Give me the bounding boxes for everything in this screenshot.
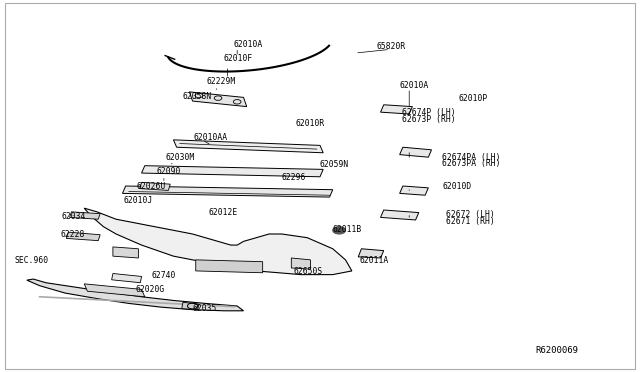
Text: 62229M: 62229M [207, 77, 236, 86]
Text: 62035: 62035 [193, 304, 217, 313]
Polygon shape [113, 247, 138, 258]
Polygon shape [196, 260, 262, 273]
Text: 62010F: 62010F [223, 54, 252, 64]
Text: 65820R: 65820R [376, 42, 405, 51]
Text: 62058N: 62058N [183, 92, 212, 101]
Text: 62034: 62034 [62, 212, 86, 221]
Polygon shape [122, 186, 333, 197]
Polygon shape [67, 232, 100, 241]
Text: 62010A: 62010A [234, 41, 263, 49]
Text: 62010D: 62010D [442, 182, 472, 191]
Text: 62026U: 62026U [136, 182, 166, 191]
Text: 62030M: 62030M [166, 153, 195, 162]
Polygon shape [381, 105, 412, 114]
Polygon shape [111, 273, 141, 283]
Text: 62671 (RH): 62671 (RH) [446, 217, 495, 226]
Polygon shape [140, 182, 170, 190]
Polygon shape [399, 147, 431, 157]
Text: 62011B: 62011B [333, 225, 362, 234]
Text: 62010P: 62010P [459, 94, 488, 103]
Text: 62672 (LH): 62672 (LH) [446, 210, 495, 219]
Polygon shape [399, 186, 428, 195]
Polygon shape [84, 208, 352, 275]
Text: 62228: 62228 [60, 230, 84, 239]
Text: 62012E: 62012E [209, 208, 237, 217]
Text: 62010R: 62010R [296, 119, 325, 128]
Text: 62011A: 62011A [360, 256, 388, 265]
Polygon shape [182, 302, 199, 310]
Text: 62090: 62090 [156, 167, 180, 176]
Text: R6200069: R6200069 [536, 346, 579, 355]
Text: 62673P (RH): 62673P (RH) [401, 115, 455, 124]
Circle shape [333, 227, 346, 234]
Polygon shape [358, 249, 384, 258]
Polygon shape [70, 212, 100, 219]
Text: 62296: 62296 [282, 173, 306, 182]
Text: 62010A: 62010A [399, 81, 428, 90]
Text: 62650S: 62650S [293, 267, 323, 276]
Polygon shape [84, 284, 145, 297]
Polygon shape [189, 92, 246, 107]
Text: SEC.960: SEC.960 [14, 256, 48, 265]
Text: 62020G: 62020G [135, 285, 164, 294]
Polygon shape [381, 210, 419, 220]
Text: 62674PA (LH): 62674PA (LH) [442, 153, 501, 162]
Text: 62673PA (RH): 62673PA (RH) [442, 159, 501, 169]
Polygon shape [141, 166, 323, 177]
Polygon shape [291, 258, 310, 269]
Text: 62059N: 62059N [320, 160, 349, 169]
Text: 62674P (LH): 62674P (LH) [401, 108, 455, 118]
Text: 62740: 62740 [151, 271, 175, 280]
Polygon shape [27, 279, 244, 311]
Text: 62010J: 62010J [124, 196, 153, 205]
Polygon shape [173, 140, 323, 153]
Text: 62010AA: 62010AA [194, 133, 228, 142]
